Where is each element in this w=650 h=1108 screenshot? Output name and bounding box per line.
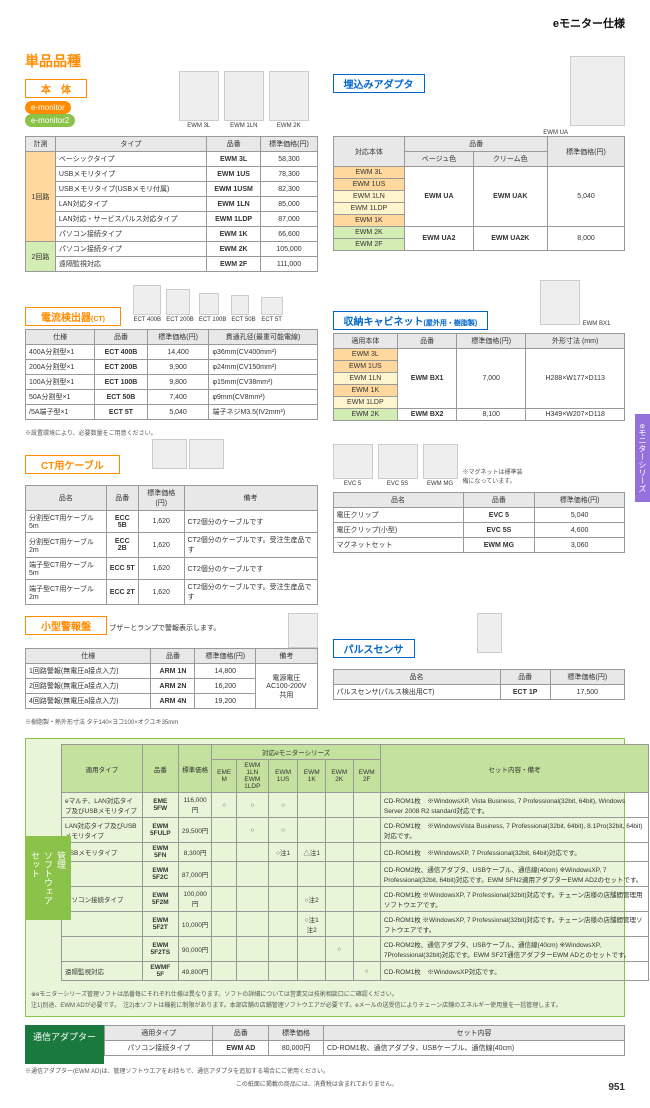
alarm-desc: ブザーとランプで警報表示します。 — [109, 625, 220, 632]
pulse-table: 品名品番標準価格(円) パルスセンサ(パルス検出用CT)ECT 1P17,500 — [333, 669, 626, 700]
badge-emonitor2: e-monitor2 — [25, 114, 75, 127]
badge-emonitor: e-monitor — [25, 101, 71, 114]
page-header: eモニター仕様 — [25, 15, 625, 31]
cable-title: CT用ケーブル — [25, 455, 120, 474]
comm-note: ※通信アダプター(EWM AD)は、管理ソフトウエアをお持ちで、通信アダプタを追… — [25, 1066, 625, 1075]
evc-images: EVC 5 EVC 5S EWM MG ※マグネットは標準装備になっています。 — [333, 444, 626, 487]
comm-table: 適用タイプ品番標準価格セット内容 パソコン接続タイプEWM AD80,000円C… — [104, 1025, 625, 1056]
alarm-note: ※樹脂製・熱外形寸法 タテ140×ヨコ100×オクユキ35mm — [25, 717, 318, 726]
ct-table: 仕様品番標準価格(円)貫通孔径(最重可能電線) 400A分割型×1ECT 400… — [25, 329, 318, 420]
main-title: 単品品種 — [25, 51, 164, 71]
cable-table: 品名品番標準価格(円)備考 分割型CT用ケーブル 5mECC 5B1,620CT… — [25, 485, 318, 605]
alarm-table: 仕様品番標準価格(円)備考 1回路警報(無電圧a接点入力)ARM 1N14,80… — [25, 648, 318, 709]
adapter-table: 対応本体品番標準価格(円) ベージュ色クリーム色 EWM 3LEWM UAEWM… — [333, 136, 626, 251]
ct-title: 電流検出器(CT) — [25, 307, 121, 326]
ct-images: ECT 400B ECT 200B ECT 100B ECT 50B ECT 5… — [133, 285, 282, 323]
main-table: 計測タイプ品番標準価格(円) 1回路ベーシックタイプEWM 3L58,300 U… — [25, 136, 318, 272]
side-tab: eモニターシリーズ — [635, 414, 650, 502]
main-product-images: EWM 3L EWM 1LN EWM 2K — [179, 71, 318, 129]
bottom-note: この紙面に掲載の商品には、消費税は含まれておりません。 — [236, 1079, 397, 1091]
cabinet-title: 収納キャビネット(屋外用・樹脂製) — [333, 311, 489, 330]
page-number: 951 — [608, 1082, 625, 1093]
ct-note: ※設置環境により、必要数量をご用意ください。 — [25, 428, 318, 437]
alarm-title: 小型警報盤 — [25, 616, 107, 635]
adapter-label: 埋込みアダプタ — [333, 74, 425, 93]
pulse-title: パルスセンサ — [333, 639, 415, 658]
cabinet-table: 適用本体品番標準価格(円)外形寸法 (mm) EWM 3LEWM BX17,00… — [333, 333, 626, 421]
adapter-section: 通信アダプター 適用タイプ品番標準価格セット内容 パソコン接続タイプEWM AD… — [25, 1025, 625, 1064]
sw-note2: 注1)別途、EWM ADが必要です。 注2)本ソフトは機能に制限があります。本部… — [31, 1000, 619, 1009]
software-table: 適用タイプ品番標準価格対応eモニターシリーズセット内容・備考 EME MEWM … — [61, 744, 649, 981]
main-label: 本 体 — [25, 79, 87, 98]
software-section: 管理 ソフトウェア セット 適用タイプ品番標準価格対応eモニターシリーズセット内… — [25, 738, 625, 1017]
sw-note1: ※eモニターシリーズ管理ソフトは品番毎にそれぞれ仕様は異なります。ソフトの詳細に… — [31, 989, 619, 998]
evc-table: 品名品番標準価格(円) 電圧クリップEVC 55,040 電圧クリップ(小型)E… — [333, 492, 626, 553]
